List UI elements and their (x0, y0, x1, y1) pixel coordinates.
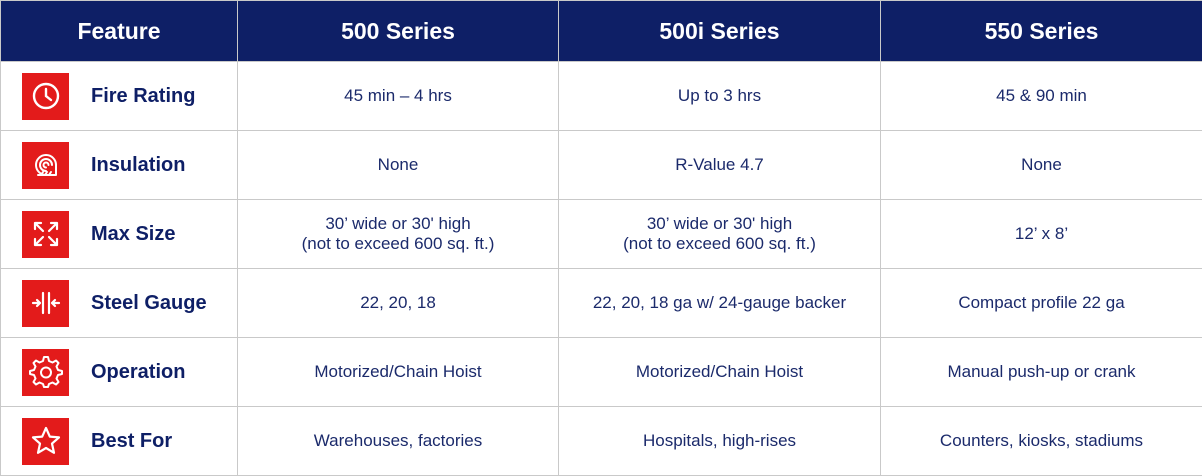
table-row: Steel Gauge 22, 20, 18 22, 20, 18 ga w/ … (0, 268, 1202, 338)
header-feature: Feature (0, 0, 238, 62)
feature-cell: Fire Rating (0, 61, 238, 131)
value-500i-series: Motorized/Chain Hoist (558, 337, 881, 407)
feature-cell: Max Size (0, 199, 238, 269)
value-500i-series: R-Value 4.7 (558, 130, 881, 200)
feature-label: Insulation (91, 153, 186, 176)
feature-cell: Best For (0, 406, 238, 476)
value-500-series: 22, 20, 18 (237, 268, 559, 338)
value-500i-series: Hospitals, high-rises (558, 406, 881, 476)
value-550-series: Compact profile 22 ga (880, 268, 1202, 338)
gear-icon (22, 348, 69, 396)
header-500-series: 500 Series (237, 0, 559, 62)
feature-cell: Steel Gauge (0, 268, 238, 338)
table-row: Operation Motorized/Chain Hoist Motorize… (0, 337, 1202, 407)
feature-label: Max Size (91, 222, 176, 245)
expand-arrows-icon (22, 210, 69, 258)
feature-cell: Insulation (0, 130, 238, 200)
feature-cell: Operation (0, 337, 238, 407)
insulation-roll-icon (22, 141, 69, 189)
value-500-series: Motorized/Chain Hoist (237, 337, 559, 407)
value-500-series: 45 min – 4 hrs (237, 61, 559, 131)
star-icon (22, 417, 69, 465)
value-500-series: 30’ wide or 30' high (not to exceed 600 s… (237, 199, 559, 269)
table-row: Max Size 30’ wide or 30' high (not to exc… (0, 199, 1202, 269)
table-row: Insulation None R-Value 4.7 None (0, 130, 1202, 200)
table-row: Fire Rating 45 min – 4 hrs Up to 3 hrs 4… (0, 61, 1202, 131)
value-500i-series: 30’ wide or 30' high (not to exceed 600 s… (558, 199, 881, 269)
value-500-series: None (237, 130, 559, 200)
value-500i-series: Up to 3 hrs (558, 61, 881, 131)
header-500i-series: 500i Series (558, 0, 881, 62)
value-500i-series: 22, 20, 18 ga w/ 24-gauge backer (558, 268, 881, 338)
feature-label: Operation (91, 360, 186, 383)
value-550-series: Manual push-up or crank (880, 337, 1202, 407)
clock-icon (22, 72, 69, 120)
feature-label: Fire Rating (91, 84, 196, 107)
feature-label: Best For (91, 429, 173, 452)
header-550-series: 550 Series (880, 0, 1202, 62)
table-row: Best For Warehouses, factories Hospitals… (0, 406, 1202, 476)
value-550-series: None (880, 130, 1202, 200)
value-500-series: Warehouses, factories (237, 406, 559, 476)
compress-arrows-icon (22, 279, 69, 327)
value-550-series: 45 & 90 min (880, 61, 1202, 131)
header-row: Feature 500 Series 500i Series 550 Serie… (0, 0, 1202, 62)
value-550-series: 12’ x 8’ (880, 199, 1202, 269)
value-550-series: Counters, kiosks, stadiums (880, 406, 1202, 476)
feature-label: Steel Gauge (91, 291, 207, 314)
